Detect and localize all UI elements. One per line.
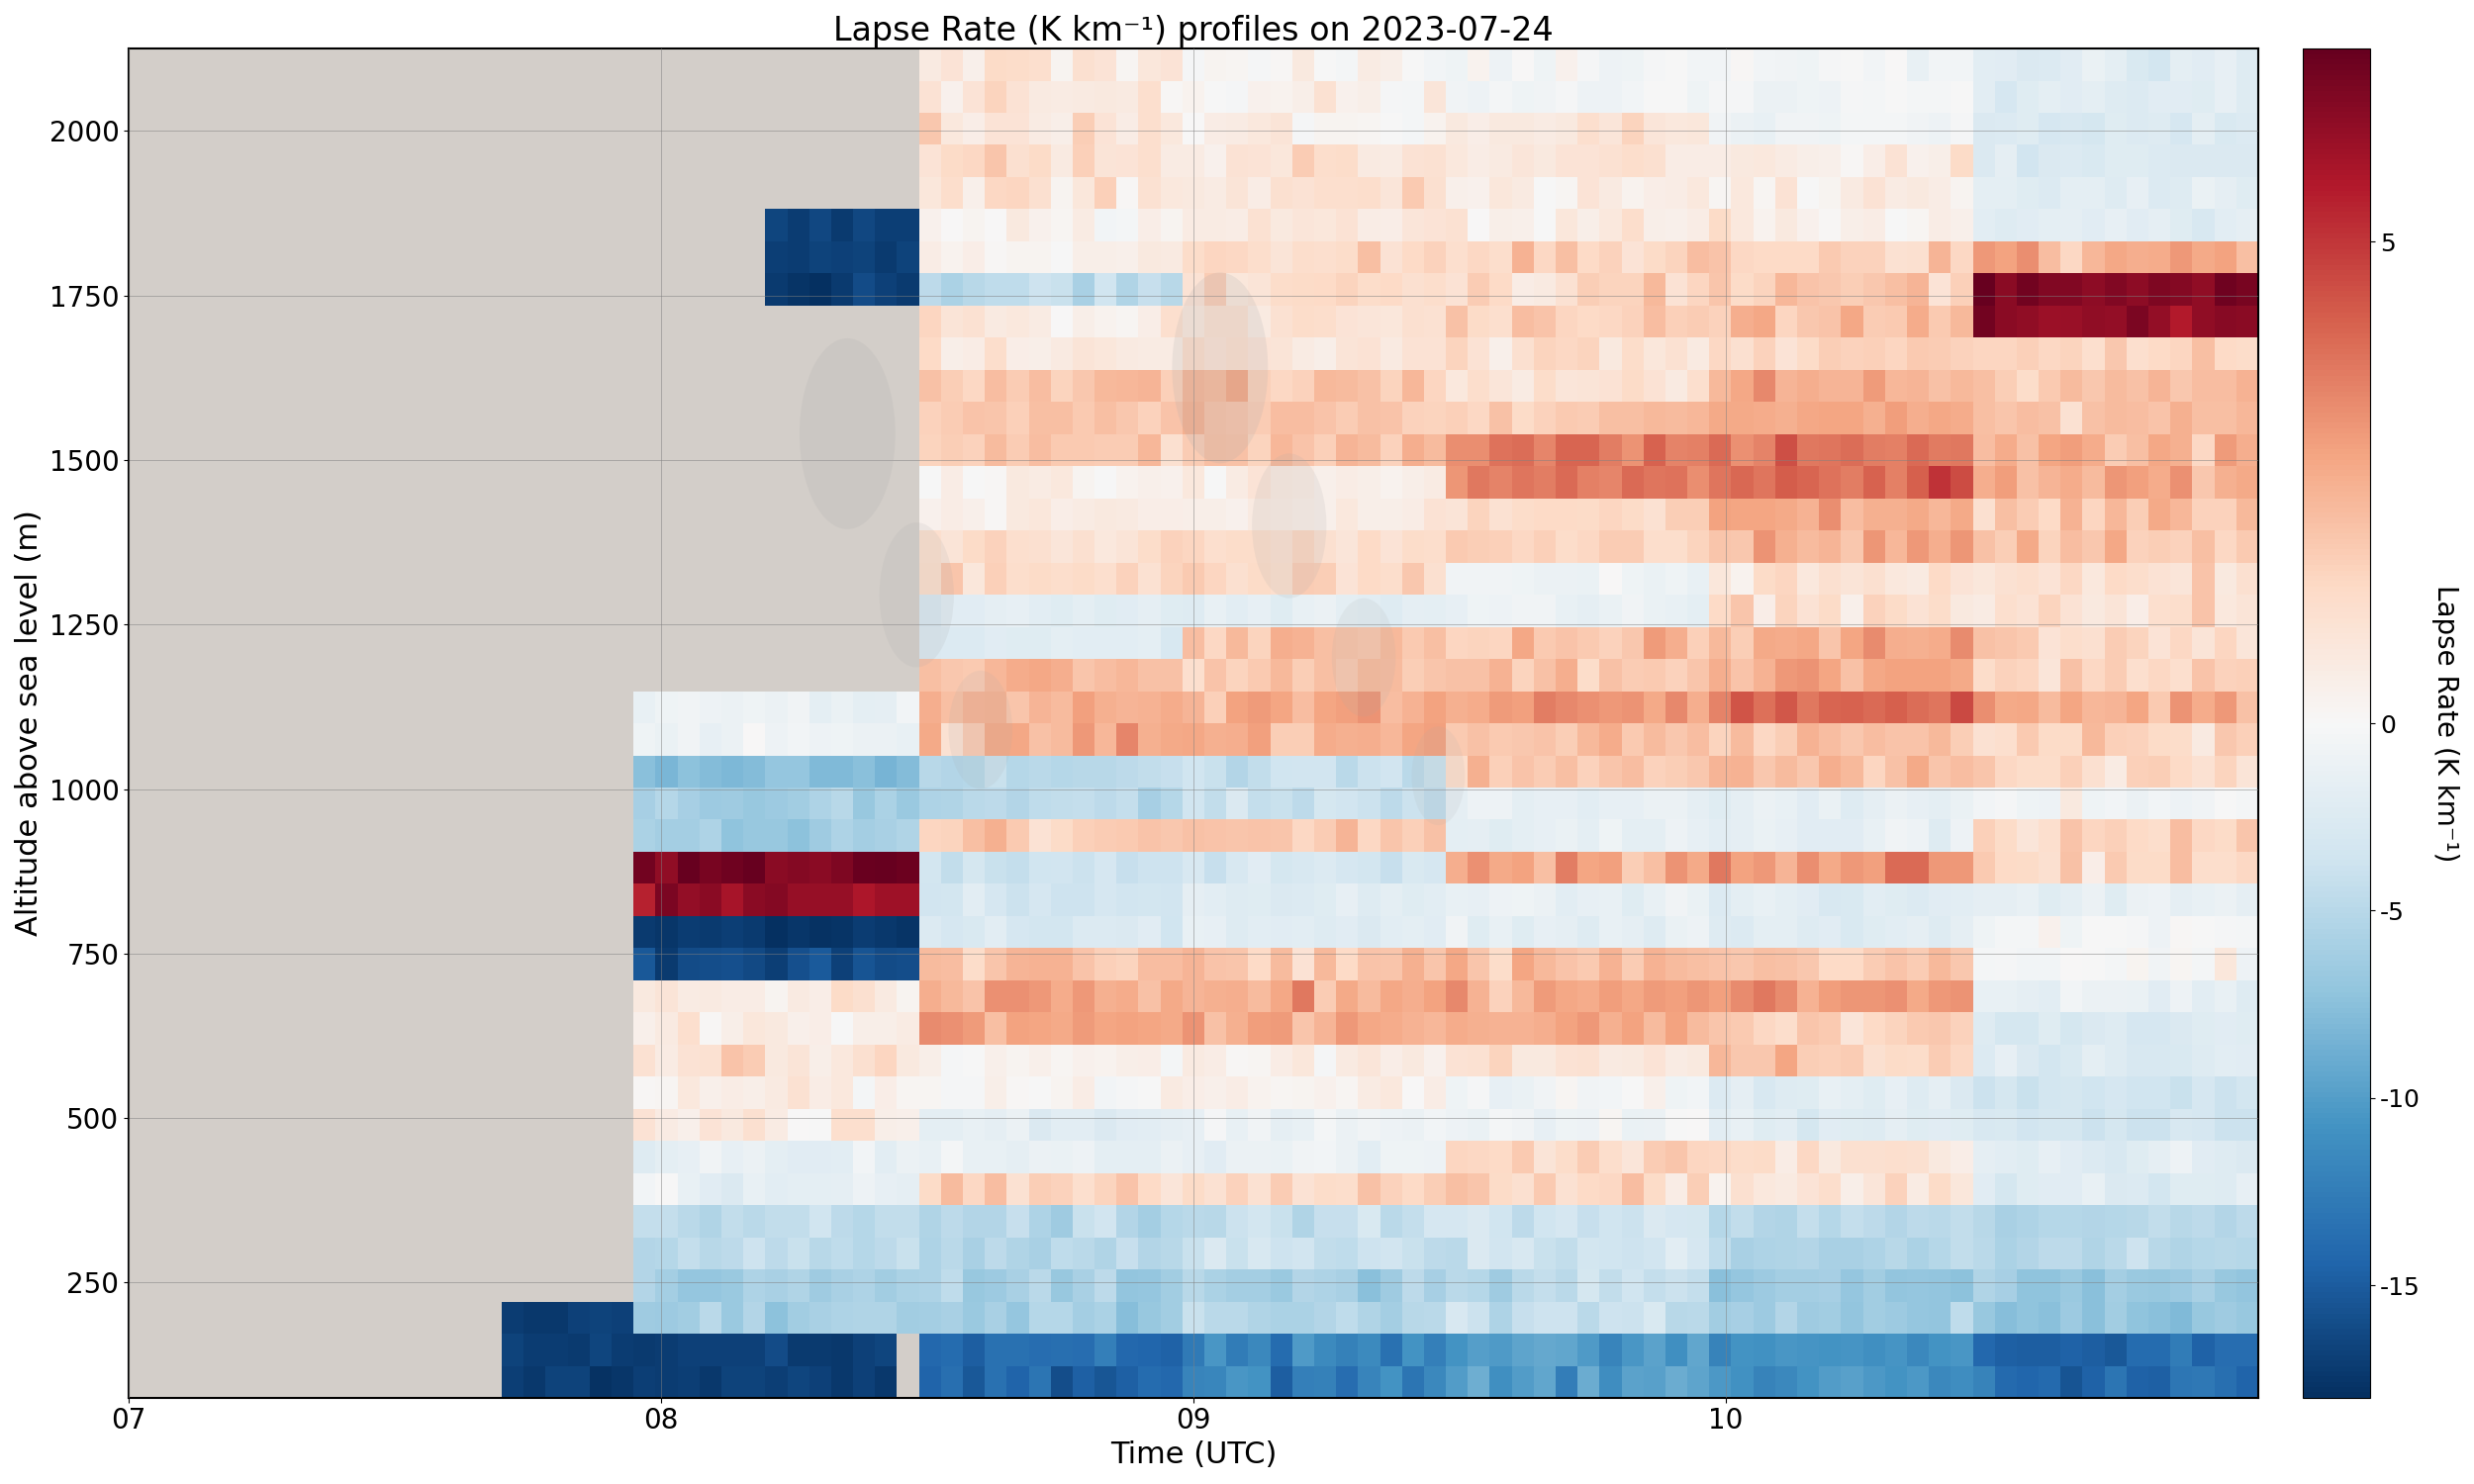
- Ellipse shape: [1413, 727, 1465, 825]
- Title: Lapse Rate (K km⁻¹) profiles on 2023-07-24: Lapse Rate (K km⁻¹) profiles on 2023-07-…: [834, 15, 1554, 47]
- Ellipse shape: [1252, 454, 1326, 598]
- Ellipse shape: [948, 671, 1012, 789]
- Ellipse shape: [1331, 598, 1395, 717]
- X-axis label: Time (UTC): Time (UTC): [1111, 1441, 1277, 1469]
- Ellipse shape: [1173, 273, 1269, 463]
- Y-axis label: Altitude above sea level (m): Altitude above sea level (m): [15, 510, 45, 936]
- Ellipse shape: [799, 338, 896, 530]
- Y-axis label: Lapse Rate (K km⁻¹): Lapse Rate (K km⁻¹): [2432, 585, 2459, 862]
- Ellipse shape: [878, 522, 955, 668]
